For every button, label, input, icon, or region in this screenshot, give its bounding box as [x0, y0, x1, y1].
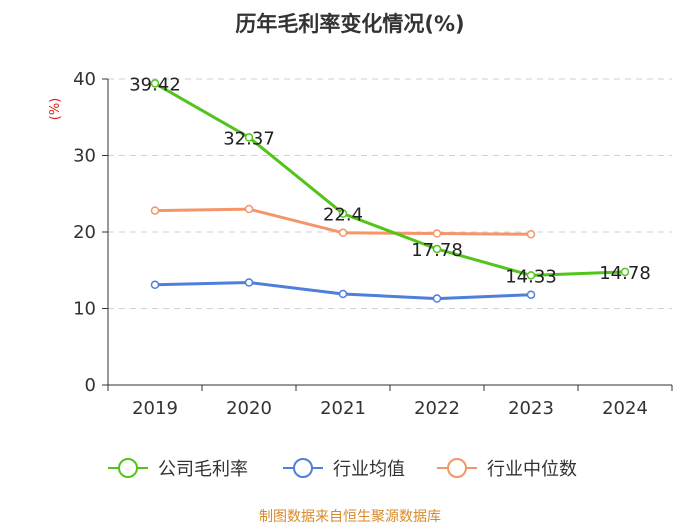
legend-swatch-marker — [447, 458, 467, 478]
y-axis-label: (%) — [48, 98, 63, 121]
data-label: 39.42 — [129, 74, 181, 95]
chart-title: 历年毛利率变化情况(%) — [235, 12, 464, 36]
x-tick-label: 2019 — [132, 398, 178, 419]
data-label: 14.78 — [599, 263, 651, 284]
grid — [108, 78, 672, 309]
legend: 公司毛利率 行业均值 行业中位数 — [108, 458, 577, 480]
y-tick-label: 10 — [73, 299, 96, 320]
data-point — [432, 244, 442, 254]
data-point — [526, 290, 536, 299]
series-line-1 — [154, 82, 626, 277]
data-point — [150, 206, 160, 215]
data-point — [338, 289, 348, 299]
x-tick-label: 2024 — [602, 398, 648, 419]
legend-label: 行业均值 — [333, 459, 405, 480]
axes: 0 10 20 30 40 2019 2020 2021 2022 2023 2024 — [73, 69, 673, 419]
data-labels: 39.42 32.37 22.4 17.78 14.33 14.78 — [129, 74, 651, 287]
data-point — [526, 230, 536, 239]
data-label: 32.37 — [223, 128, 275, 149]
legend-swatch-marker — [293, 458, 313, 478]
data-point — [338, 209, 348, 218]
y-tick-label: 0 — [85, 375, 96, 396]
legend-label: 公司毛利率 — [158, 459, 248, 480]
data-point — [526, 271, 536, 280]
data-point — [432, 229, 442, 238]
y-tick-label: 30 — [73, 146, 96, 167]
data-point — [244, 278, 254, 287]
data-point — [432, 294, 442, 303]
data-point — [150, 79, 160, 88]
data-label: 22.4 — [323, 205, 363, 226]
data-label: 14.33 — [505, 266, 557, 287]
x-tick-label: 2020 — [226, 398, 272, 419]
data-point — [244, 133, 254, 142]
data-point — [338, 228, 348, 238]
legend-label: 行业中位数 — [487, 459, 577, 480]
legend-swatch-marker — [118, 458, 138, 478]
x-tick-label: 2023 — [508, 398, 554, 419]
x-tick-label: 2022 — [414, 398, 460, 419]
data-point — [244, 204, 254, 214]
x-tick-label: 2021 — [320, 398, 366, 419]
series-group — [150, 79, 630, 303]
source-note: 制图数据来自恒生聚源数据库 — [259, 509, 441, 525]
y-tick-label: 40 — [73, 69, 96, 90]
y-tick-label: 20 — [73, 222, 96, 243]
data-point — [620, 267, 630, 277]
data-label: 17.78 — [411, 240, 463, 261]
data-point — [150, 280, 160, 290]
